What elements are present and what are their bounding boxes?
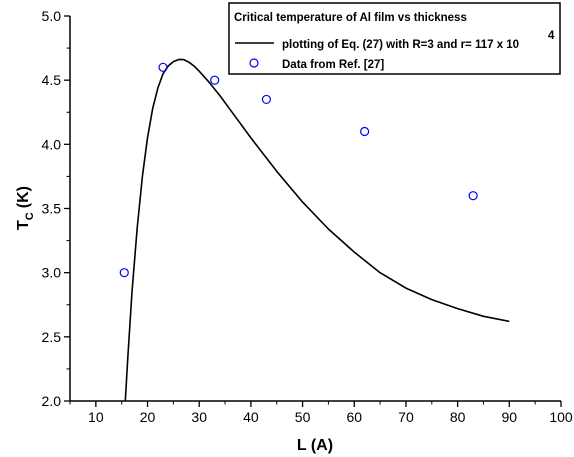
legend-scatter-label: Data from Ref. [27] [282, 59, 384, 71]
data-point-ref27 [261, 94, 271, 105]
y-tick-label: 3.5 [42, 201, 62, 217]
x-tick-label: 30 [191, 409, 207, 425]
y-tick-label: 2.0 [42, 393, 62, 409]
data-point-ref27 [119, 268, 129, 278]
y-tick-label: 3.0 [42, 265, 62, 281]
legend-line-label-exponent: 4 [548, 30, 555, 42]
y-axis-title-symbol: T [15, 220, 32, 230]
x-tick-label: 100 [549, 409, 573, 425]
x-axis-title: L (A) [297, 437, 333, 454]
y-tick-label: 4.0 [42, 136, 62, 152]
y-tick-label: 4.5 [42, 72, 62, 88]
x-tick-label: 40 [243, 409, 259, 425]
data-point-ref27 [158, 62, 168, 72]
legend: Critical temperature of Al film vs thick… [228, 2, 561, 75]
x-tick-label: 90 [502, 409, 518, 425]
x-tick-label: 60 [346, 409, 362, 425]
x-tick-label: 50 [295, 409, 311, 425]
x-tick-label: 70 [398, 409, 414, 425]
y-tick-label: 2.5 [42, 329, 62, 345]
series-line-eq27 [124, 58, 510, 402]
x-axis-ticks: 10 20 30 40 50 60 70 80 90 100 [69, 401, 573, 425]
data-point-ref27 [360, 126, 370, 137]
y-axis-title: TC (K) [15, 186, 36, 230]
data-point-ref27 [210, 75, 220, 85]
y-axis-title-subscript: C [24, 212, 36, 220]
y-tick-label: 5.0 [42, 8, 62, 24]
x-tick-label: 80 [450, 409, 466, 425]
legend-box [228, 2, 561, 75]
y-axis-ticks: 2.0 2.5 3.0 3.5 4.0 4.5 5.0 [42, 8, 70, 409]
x-tick-label: 10 [88, 409, 104, 425]
y-axis-title-unit: (K) [15, 186, 32, 208]
chart-title: Critical temperature of Al film vs thick… [234, 12, 467, 24]
data-point-ref27 [468, 191, 478, 201]
x-tick-label: 20 [140, 409, 156, 425]
legend-line-label: plotting of Eq. (27) with R=3 and r= 117… [282, 39, 519, 51]
series-layer [119, 58, 510, 402]
legend-marker-swatch [249, 58, 259, 68]
